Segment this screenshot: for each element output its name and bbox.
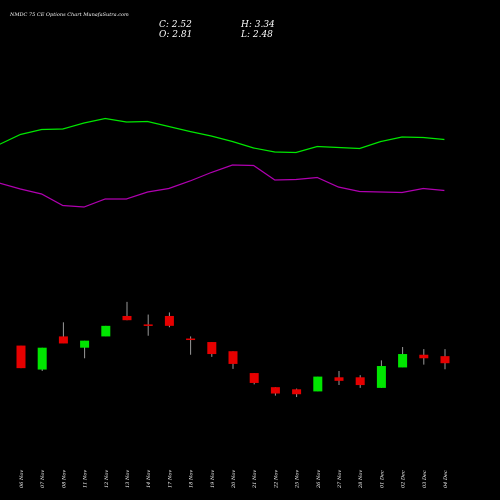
x-tick-label: 22 Nov bbox=[273, 470, 279, 489]
candle bbox=[249, 373, 259, 385]
candle bbox=[355, 375, 365, 388]
candle-body bbox=[186, 338, 196, 341]
candle bbox=[164, 312, 174, 328]
candle bbox=[228, 351, 238, 369]
candle bbox=[440, 349, 450, 370]
x-tick-label: 07 Nov bbox=[40, 470, 46, 488]
candle-body bbox=[313, 376, 323, 392]
x-tick-label: 01 Dec bbox=[379, 470, 385, 488]
indicator-bands bbox=[0, 117, 445, 208]
x-tick-label: 26 Nov bbox=[316, 470, 322, 489]
x-tick-label: 27 Nov bbox=[337, 470, 343, 489]
x-tick-label: 06 Nov bbox=[19, 470, 25, 488]
candle-body bbox=[80, 340, 90, 348]
candle bbox=[313, 376, 323, 392]
candle bbox=[122, 301, 132, 321]
x-tick-label: 14 Nov bbox=[146, 470, 152, 488]
x-tick-label: 21 Nov bbox=[252, 470, 258, 489]
open-readout: O: 2.81 bbox=[159, 30, 192, 40]
candle-body bbox=[440, 356, 450, 364]
close-readout: C: 2.52 bbox=[159, 20, 192, 30]
candle-body bbox=[398, 354, 408, 368]
candle bbox=[37, 347, 47, 371]
candle bbox=[292, 388, 302, 398]
chart-title: NMDC 75 CE Options Chart MunafaSutra.com bbox=[9, 12, 129, 18]
candle-body bbox=[355, 377, 365, 386]
x-tick-label: 08 Nov bbox=[61, 470, 67, 488]
upper-band-line bbox=[0, 117, 445, 154]
candle-body bbox=[249, 373, 259, 383]
candle bbox=[207, 342, 217, 357]
x-tick-label: 03 Dec bbox=[422, 470, 428, 488]
candle bbox=[16, 345, 26, 369]
candle-body bbox=[58, 336, 68, 344]
candle-body bbox=[419, 354, 429, 359]
x-tick-label: 28 Nov bbox=[358, 470, 364, 489]
candle-body bbox=[270, 387, 280, 394]
candle-body bbox=[16, 345, 26, 369]
candle bbox=[80, 340, 90, 359]
candle-body bbox=[228, 351, 238, 364]
x-tick-label: 12 Nov bbox=[104, 470, 110, 488]
candle bbox=[143, 314, 153, 336]
candle-body bbox=[207, 342, 217, 355]
candle-body bbox=[101, 325, 111, 337]
candlestick-series bbox=[16, 301, 450, 398]
candle bbox=[101, 325, 111, 337]
candle bbox=[58, 322, 68, 344]
x-tick-label: 02 Dec bbox=[401, 470, 407, 488]
candle-body bbox=[164, 315, 174, 326]
candle bbox=[186, 336, 196, 355]
candle-body bbox=[37, 347, 47, 370]
x-tick-label: 04 Dec bbox=[443, 470, 449, 488]
x-tick-label: 25 Nov bbox=[295, 470, 301, 489]
x-axis-labels: 06 Nov 07 Nov 08 Nov 11 Nov 12 Nov 13 Nov 14 N… bbox=[19, 470, 449, 489]
candle bbox=[334, 370, 344, 386]
low-readout: L: 2.48 bbox=[240, 30, 273, 40]
candle bbox=[270, 387, 280, 396]
candle-body bbox=[122, 315, 132, 321]
candle-body bbox=[334, 377, 344, 381]
x-tick-label: 17 Nov bbox=[167, 470, 173, 488]
x-tick-label: 20 Nov bbox=[231, 470, 237, 489]
high-readout: H: 3.34 bbox=[240, 20, 275, 30]
candle bbox=[398, 346, 408, 368]
candle-body bbox=[143, 324, 153, 326]
x-tick-label: 11 Nov bbox=[83, 470, 89, 488]
candle-body bbox=[376, 366, 386, 388]
candle bbox=[376, 360, 386, 388]
lower-band-line bbox=[0, 164, 445, 208]
candle bbox=[419, 349, 429, 365]
x-tick-label: 19 Nov bbox=[210, 470, 216, 488]
candle-body bbox=[292, 389, 302, 395]
x-tick-label: 13 Nov bbox=[125, 470, 131, 488]
x-tick-label: 18 Nov bbox=[189, 470, 195, 488]
